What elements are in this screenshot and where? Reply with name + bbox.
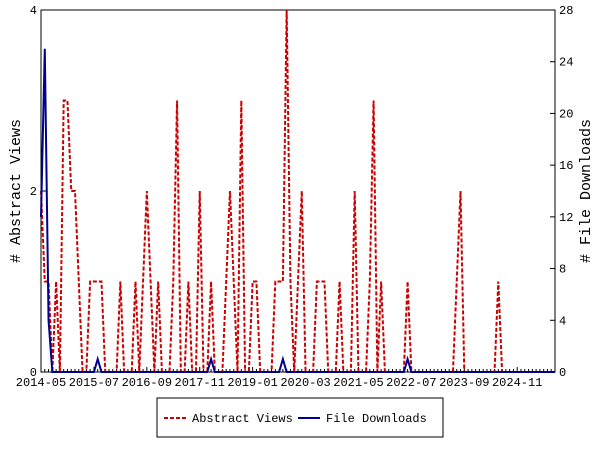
- legend-label: Abstract Views: [192, 412, 293, 426]
- y2-tick-label: 24: [559, 56, 573, 70]
- x-tick-label: 2016-09: [122, 376, 172, 390]
- y2-tick-label: 16: [559, 159, 573, 173]
- series-line: [40, 48, 555, 373]
- series-line: [40, 9, 555, 373]
- x-tick-label: 2015-07: [69, 376, 119, 390]
- x-tick-label: 2019-01: [227, 376, 277, 390]
- legend-box: [156, 397, 444, 438]
- y2-tick-label: 28: [559, 4, 573, 18]
- y2-tick-label: 8: [559, 263, 566, 277]
- y-tick-label: 4: [30, 4, 37, 18]
- y2-tick-label: 20: [559, 107, 573, 121]
- x-tick-label: 2022-07: [386, 376, 436, 390]
- y-tick-label: 0: [30, 366, 37, 380]
- y2-tick-label: 12: [559, 211, 573, 225]
- x-tick-label: 2020-03: [280, 376, 330, 390]
- y-tick-label: 2: [30, 185, 37, 199]
- y2-tick-label: 0: [559, 366, 566, 380]
- x-tick-label: 2017-11: [175, 376, 225, 390]
- x-tick-label: 2021-05: [333, 376, 383, 390]
- y-axis-label: # Abstract Views: [8, 119, 25, 263]
- y2-axis-label: # File Downloads: [578, 119, 595, 263]
- x-tick-label: 2024-11: [492, 376, 542, 390]
- x-tick-label: 2023-09: [439, 376, 489, 390]
- y2-tick-label: 4: [559, 314, 566, 328]
- legend-label: File Downloads: [326, 412, 427, 426]
- x-tick-label: 2014-05: [16, 376, 66, 390]
